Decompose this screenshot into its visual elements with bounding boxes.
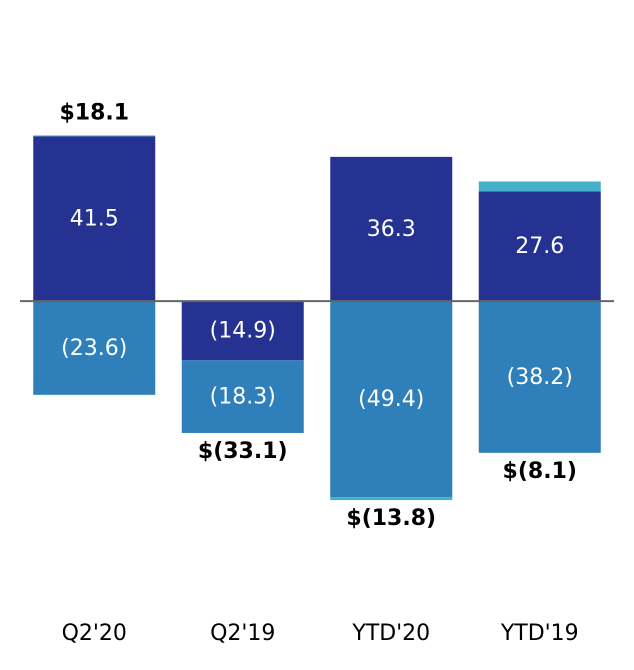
value-label: 27.6	[515, 234, 564, 259]
value-label: 36.3	[367, 217, 416, 242]
x-tick-label: Q2'19	[210, 621, 275, 646]
value-label: (23.6)	[61, 336, 127, 361]
x-tick-label: YTD'20	[351, 621, 430, 646]
total-label: $18.1	[59, 100, 129, 125]
total-label: $(33.1)	[198, 439, 288, 464]
bar-segment	[330, 497, 452, 500]
value-label: (14.9)	[210, 319, 276, 344]
bar-segment	[33, 135, 155, 136]
bar-segment	[479, 181, 601, 191]
total-label: $(13.8)	[346, 506, 436, 531]
value-label: (18.3)	[210, 385, 276, 410]
x-tick-label: Q2'20	[62, 621, 127, 646]
value-label: (49.4)	[358, 387, 424, 412]
x-tick-label: YTD'19	[500, 621, 579, 646]
value-label: (38.2)	[507, 365, 573, 390]
total-label: $(8.1)	[503, 459, 577, 484]
value-label: 41.5	[70, 207, 119, 232]
